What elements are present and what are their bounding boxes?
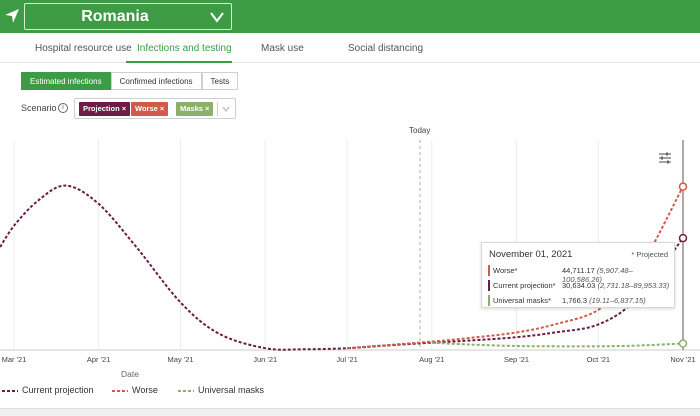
chevron-down-icon[interactable]	[222, 106, 230, 112]
legend-label: Current projection	[22, 385, 94, 395]
tooltip-swatch	[488, 280, 490, 291]
today-label: Today	[409, 126, 431, 135]
top-bar: Romania	[0, 0, 700, 33]
toggle-estimated-infections[interactable]: Estimated infections	[21, 72, 111, 90]
chip-masks[interactable]: Masks ×	[176, 102, 214, 116]
tooltip-value: 44,711.17 (5,907.48–100,586.26)	[562, 266, 633, 284]
series-line-current-projection	[0, 184, 684, 351]
navigation-arrow-icon[interactable]	[4, 8, 20, 24]
tooltip-series-name: Worse*	[493, 266, 518, 275]
tooltip-row-worse: Worse* 44,711.17 (5,907.48–100,586.26)	[488, 265, 672, 284]
toggle-tests[interactable]: Tests	[201, 72, 239, 90]
tooltip-series-name: Universal masks*	[493, 296, 551, 305]
legend-swatch	[2, 390, 18, 392]
tooltip-swatch	[488, 295, 490, 306]
x-tick-label: May '21	[168, 355, 194, 364]
x-tick-label: Apr '21	[87, 355, 111, 364]
footer-strip	[0, 408, 700, 416]
legend-label: Universal masks	[198, 385, 265, 395]
x-tick-label: Jun '21	[253, 355, 277, 364]
scenario-label: Scenario	[21, 103, 57, 113]
legend-item-universal-masks[interactable]: Universal masks	[178, 385, 288, 397]
hover-point-worse	[678, 182, 688, 191]
location-select[interactable]: Romania	[24, 3, 232, 30]
tab-bar: Hospital resource use Infections and tes…	[0, 33, 700, 63]
chart-legend: Current projection Worse Universal masks	[0, 385, 700, 397]
tooltip-date: November 01, 2021	[489, 249, 573, 260]
metric-toggle: Estimated infections Confirmed infection…	[21, 72, 239, 90]
x-tick-label: Sep '21	[504, 355, 529, 364]
x-axis-label: Date	[121, 369, 139, 379]
legend-swatch	[112, 390, 128, 392]
tooltip-projected-note: * Projected	[631, 250, 668, 259]
legend-label: Worse	[132, 385, 158, 395]
scenario-select[interactable]: Projection × Worse × Masks ×	[74, 98, 236, 119]
hover-point-current-projection	[678, 233, 688, 243]
legend-item-current-projection[interactable]: Current projection	[2, 385, 122, 397]
tooltip-row-current-projection: Current projection* 30,634.03 (2,731.18–…	[488, 280, 672, 291]
chart-tooltip: November 01, 2021 * Projected Worse* 44,…	[481, 242, 675, 308]
x-tick-label: Aug '21	[419, 355, 444, 364]
chip-projection[interactable]: Projection ×	[79, 102, 131, 116]
info-icon[interactable]: i	[58, 103, 68, 113]
x-tick-label: Jul '21	[336, 355, 357, 364]
series-line-worse	[347, 186, 684, 350]
tab-social-distancing[interactable]: Social distancing	[348, 43, 424, 54]
legend-item-worse[interactable]: Worse	[112, 385, 192, 397]
filter-icon[interactable]	[658, 152, 672, 164]
tooltip-swatch	[488, 265, 490, 276]
x-tick-label: Oct '21	[587, 355, 611, 364]
active-tab-indicator	[126, 61, 232, 63]
tab-mask-use[interactable]: Mask use	[261, 43, 304, 54]
location-value: Romania	[81, 8, 149, 25]
hover-point-universal-masks	[678, 339, 688, 348]
series-line-universal-masks	[431, 341, 684, 348]
legend-swatch	[178, 390, 194, 392]
tooltip-value: 1,766.3 (19.11–6,837.15)	[562, 296, 646, 305]
infections-chart: Mar '21 Apr '21 May '21 Jun '21 Jul '21 Aug '…	[0, 140, 700, 379]
chip-worse[interactable]: Worse ×	[131, 102, 169, 116]
x-tick-label: Nov '21	[670, 355, 695, 364]
toggle-confirmed-infections[interactable]: Confirmed infections	[110, 72, 202, 90]
tooltip-value: 30,634.03 (2,731.18–89,953.33)	[562, 281, 670, 290]
tooltip-series-name: Current projection*	[493, 281, 556, 290]
x-tick-label: Mar '21	[2, 355, 27, 364]
chip-divider	[217, 102, 218, 116]
tab-infections-and-testing[interactable]: Infections and testing	[137, 43, 232, 54]
tab-hospital-resource-use[interactable]: Hospital resource use	[35, 43, 132, 54]
tooltip-row-universal-masks: Universal masks* 1,766.3 (19.11–6,837.15…	[488, 295, 672, 306]
chevron-down-icon	[210, 12, 224, 23]
